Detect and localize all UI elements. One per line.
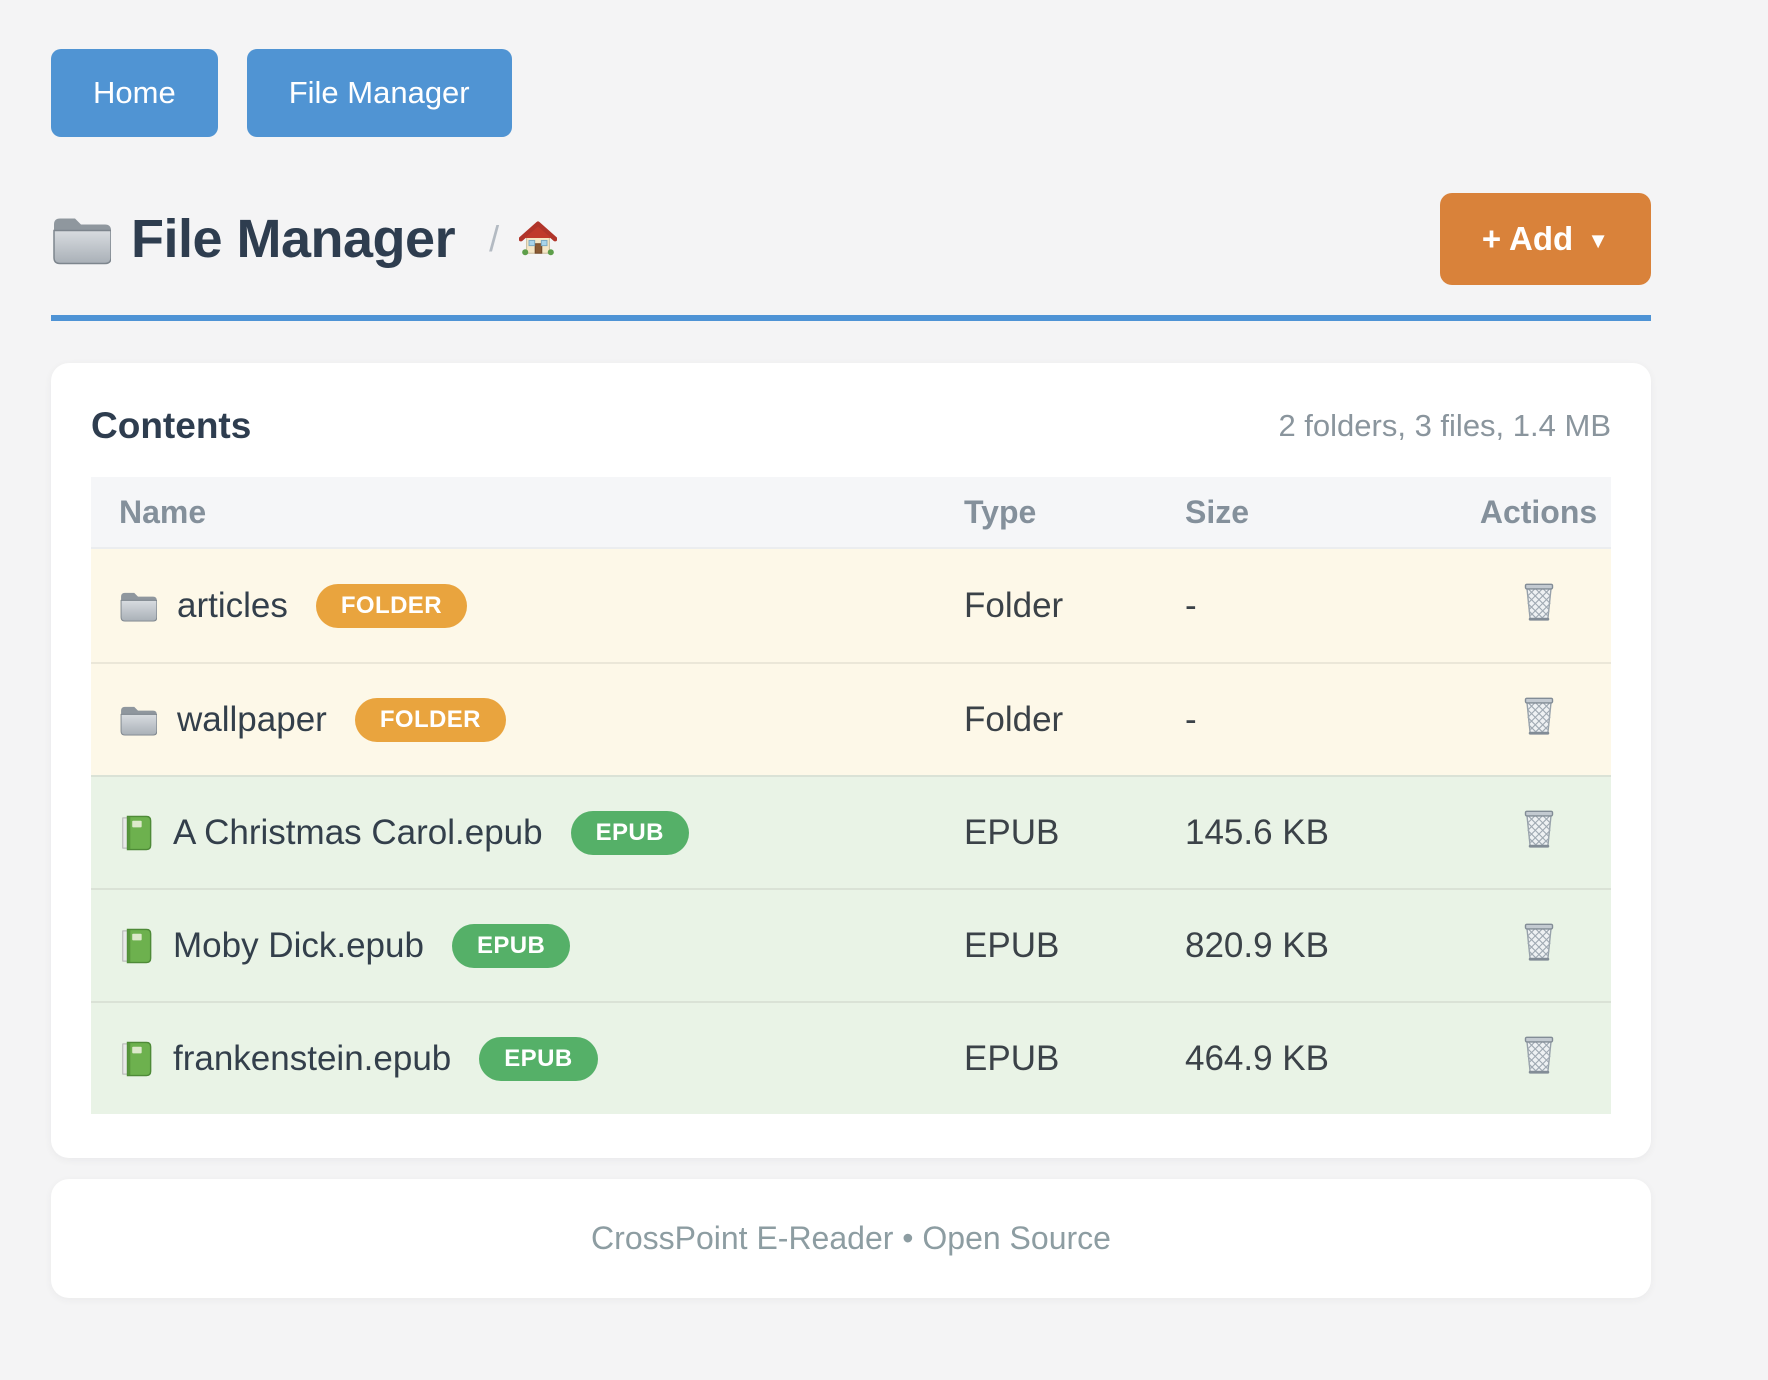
- delete-button[interactable]: [1522, 808, 1556, 849]
- file-actions-cell: [1466, 1034, 1611, 1084]
- book-icon: [119, 814, 153, 852]
- file-name-cell: articles FOLDER: [91, 583, 964, 628]
- file-size-cell: -: [1185, 585, 1197, 625]
- file-type-cell: Folder: [964, 699, 1064, 739]
- footer: CrossPoint E-Reader • Open Source: [51, 1179, 1651, 1298]
- file-manager-button[interactable]: File Manager: [246, 49, 512, 137]
- file-size-cell: 464.9 KB: [1185, 1038, 1329, 1078]
- file-name-cell: wallpaper FOLDER: [91, 697, 964, 742]
- file-name-cell: A Christmas Carol.epub EPUB: [91, 810, 964, 855]
- column-header-actions: Actions: [1479, 493, 1598, 530]
- title-wrap: File Manager /: [51, 208, 1440, 270]
- trash-icon: [1522, 581, 1556, 622]
- table-row[interactable]: frankenstein.epub EPUB EPUB 464.9 KB: [91, 1001, 1611, 1114]
- type-badge: EPUB: [479, 1036, 598, 1081]
- delete-button[interactable]: [1522, 921, 1556, 962]
- table-header-row: Name Type Size Actions: [91, 477, 1611, 549]
- table-row[interactable]: Moby Dick.epub EPUB EPUB 820.9 KB: [91, 888, 1611, 1001]
- file-name: frankenstein.epub: [173, 1038, 452, 1078]
- delete-button[interactable]: [1522, 695, 1556, 736]
- file-name: articles: [177, 585, 288, 625]
- footer-text: CrossPoint E-Reader • Open Source: [591, 1220, 1111, 1256]
- trash-icon: [1522, 1034, 1556, 1075]
- book-icon: [119, 1040, 153, 1078]
- trash-icon: [1522, 921, 1556, 962]
- file-size-cell: 145.6 KB: [1185, 812, 1329, 852]
- breadcrumb-separator: /: [489, 218, 500, 259]
- delete-button[interactable]: [1522, 581, 1556, 622]
- table-body: articles FOLDER Folder - wallpaper FOLDE…: [91, 549, 1611, 1114]
- contents-card-header: Contents 2 folders, 3 files, 1.4 MB: [91, 405, 1611, 447]
- file-name-cell: Moby Dick.epub EPUB: [91, 923, 964, 968]
- file-size-cell: 820.9 KB: [1185, 925, 1329, 965]
- file-type-cell: EPUB: [964, 925, 1060, 965]
- file-actions-cell: [1466, 581, 1611, 631]
- folder-icon: [119, 590, 157, 622]
- folder-icon: [119, 704, 157, 736]
- home-breadcrumb-icon[interactable]: [519, 221, 557, 257]
- book-icon: [119, 927, 153, 965]
- chevron-down-icon: ▼: [1587, 228, 1609, 253]
- type-badge: EPUB: [451, 923, 571, 968]
- add-button-label: + Add: [1481, 220, 1574, 257]
- file-actions-cell: [1466, 695, 1611, 745]
- file-type-cell: EPUB: [964, 812, 1060, 852]
- column-header-name: Name: [119, 493, 207, 530]
- type-badge: EPUB: [570, 810, 689, 855]
- file-name: wallpaper: [177, 699, 327, 739]
- file-type-cell: EPUB: [964, 1038, 1060, 1078]
- add-button[interactable]: + Add ▼: [1439, 193, 1651, 285]
- top-nav: Home File Manager: [51, 49, 1651, 137]
- type-badge: FOLDER: [315, 583, 467, 628]
- folder-icon: [51, 214, 111, 265]
- file-table: Name Type Size Actions articles FOLDER F…: [91, 477, 1611, 1114]
- table-row[interactable]: wallpaper FOLDER Folder -: [91, 662, 1611, 775]
- home-button[interactable]: Home: [51, 49, 218, 137]
- column-header-type: Type: [964, 493, 1037, 530]
- file-name: Moby Dick.epub: [173, 925, 424, 965]
- delete-button[interactable]: [1522, 1034, 1556, 1075]
- file-type-cell: Folder: [964, 585, 1064, 625]
- page-header: File Manager / + Add ▼: [51, 193, 1651, 321]
- type-badge: FOLDER: [354, 697, 506, 742]
- contents-card: Contents 2 folders, 3 files, 1.4 MB Name…: [51, 363, 1651, 1158]
- file-name-cell: frankenstein.epub EPUB: [91, 1036, 964, 1081]
- page-title: File Manager: [131, 209, 456, 269]
- contents-summary: 2 folders, 3 files, 1.4 MB: [1278, 408, 1611, 443]
- contents-heading: Contents: [91, 405, 252, 446]
- table-row[interactable]: A Christmas Carol.epub EPUB EPUB 145.6 K…: [91, 775, 1611, 888]
- file-actions-cell: [1466, 921, 1611, 971]
- file-actions-cell: [1466, 808, 1611, 858]
- file-name: A Christmas Carol.epub: [173, 812, 543, 852]
- file-size-cell: -: [1185, 699, 1197, 739]
- trash-icon: [1522, 808, 1556, 849]
- page: Home File Manager File Manager / + Add ▼…: [51, 0, 1651, 1298]
- table-row[interactable]: articles FOLDER Folder -: [91, 549, 1611, 662]
- trash-icon: [1522, 695, 1556, 736]
- column-header-size: Size: [1185, 493, 1250, 530]
